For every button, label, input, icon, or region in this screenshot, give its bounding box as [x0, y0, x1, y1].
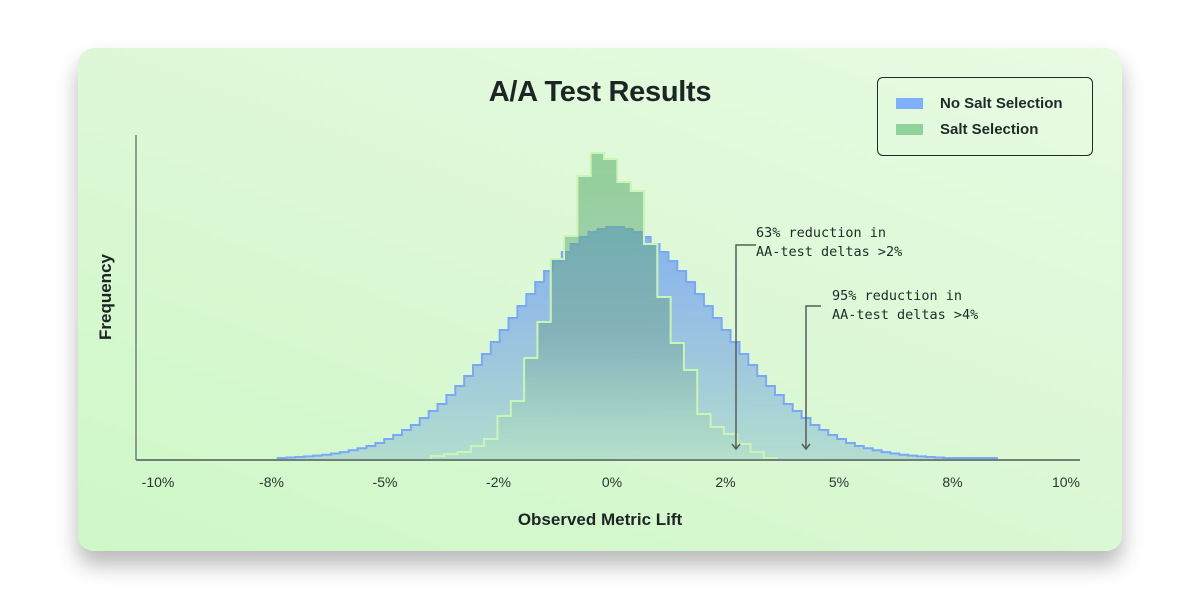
x-tick-label: -10%: [141, 474, 175, 490]
x-tick-label: -8%: [259, 474, 284, 490]
histogram-area-salt: [430, 153, 778, 459]
annotation-arrow-1: [731, 244, 756, 451]
legend-label: No Salt Selection: [940, 94, 1063, 112]
y-axis-label: Frequency: [96, 254, 115, 340]
x-tick-label: 2%: [715, 474, 736, 490]
annotation-text-2: 95% reduction in AA-test deltas >4%: [832, 288, 979, 323]
chart-title: A/A Test Results: [488, 76, 712, 108]
annotation-text-1: 63% reduction in AA-test deltas >2%: [756, 225, 903, 260]
x-tick-label: 5%: [828, 474, 850, 490]
x-tick-label: -5%: [372, 474, 398, 490]
legend-item-no-salt: No Salt Selection: [896, 93, 1063, 113]
x-tick-label: 0%: [601, 474, 623, 490]
annotation-arrow-2: [801, 305, 821, 451]
legend-swatch-green: [896, 123, 923, 135]
x-tick-label: -2%: [486, 474, 511, 490]
legend: No Salt Selection Salt Selection: [877, 77, 1093, 156]
x-axis-label: Observed Metric Lift: [517, 510, 683, 529]
legend-item-salt: Salt Selection: [896, 119, 1038, 139]
legend-label: Salt Selection: [940, 120, 1039, 138]
legend-swatch-blue: [896, 97, 923, 109]
x-tick-label: 8%: [942, 474, 963, 490]
x-tick-label: 10%: [1051, 474, 1081, 490]
histogram-outline-salt: [429, 152, 779, 459]
